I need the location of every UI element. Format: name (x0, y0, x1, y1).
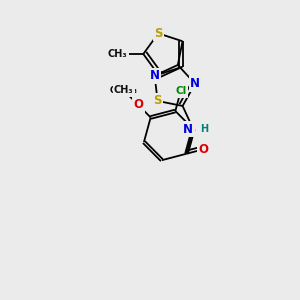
Text: CH₃: CH₃ (114, 85, 134, 95)
Text: S: S (153, 94, 162, 107)
Text: N: N (183, 123, 193, 136)
Text: S: S (154, 27, 163, 40)
Text: N: N (150, 69, 160, 82)
Text: O: O (199, 143, 209, 156)
Text: O: O (133, 98, 143, 111)
Text: O–CH₃: O–CH₃ (110, 86, 138, 95)
Text: N: N (190, 77, 200, 90)
Text: Cl: Cl (175, 86, 186, 96)
Text: O: O (133, 98, 143, 111)
Text: H: H (200, 124, 208, 134)
Text: CH₃: CH₃ (108, 49, 128, 59)
